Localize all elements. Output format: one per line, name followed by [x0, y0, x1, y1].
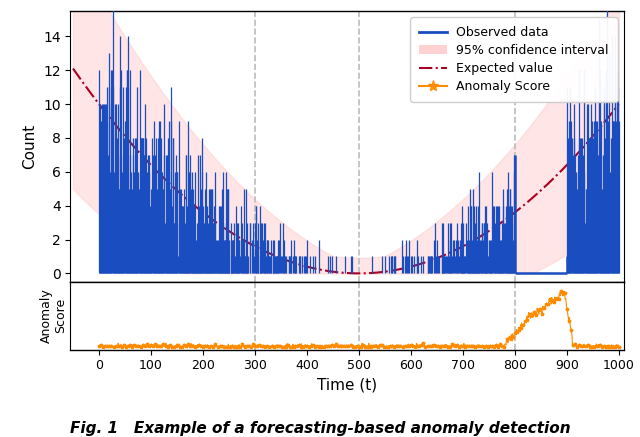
Text: Fig. 1   Example of a forecasting-based anomaly detection: Fig. 1 Example of a forecasting-based an…: [70, 421, 570, 436]
Y-axis label: Count: Count: [22, 124, 38, 169]
Y-axis label: Anomaly
Score: Anomaly Score: [40, 288, 68, 343]
X-axis label: Time (t): Time (t): [317, 378, 377, 393]
Legend: Observed data, 95% confidence interval, Expected value, Anomaly Score: Observed data, 95% confidence interval, …: [410, 17, 618, 102]
